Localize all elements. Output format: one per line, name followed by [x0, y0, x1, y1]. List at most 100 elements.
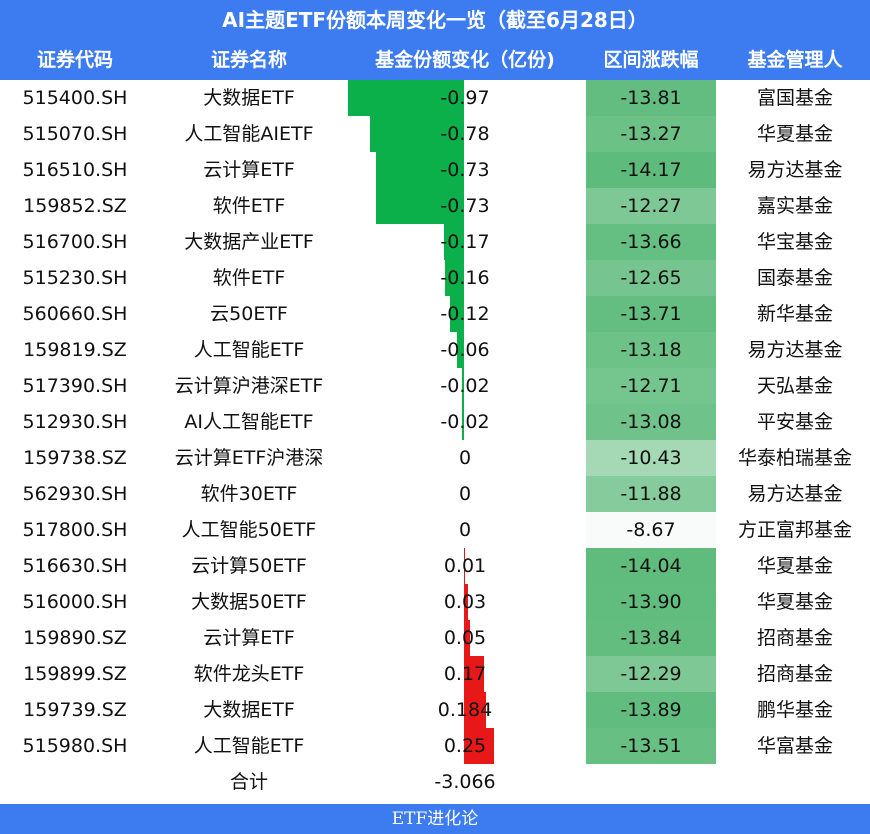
share-change-bar-negative	[461, 404, 464, 440]
security-code: 562930.SH	[22, 483, 128, 505]
period-return-heat	[586, 620, 716, 656]
period-return-value: -13.08	[620, 411, 682, 433]
security-code: 517800.SH	[22, 519, 128, 541]
period-return-value: -13.89	[620, 699, 682, 721]
security-name: 软件ETF	[212, 267, 286, 289]
table-row: 515400.SH 大数据ETF -0.97 -13.81 富国基金	[0, 80, 870, 116]
security-name: 人工智能AIETF	[184, 123, 314, 145]
security-code: 159890.SZ	[23, 627, 127, 649]
table-row: 516510.SH 云计算ETF -0.73 -14.17 易方达基金	[0, 152, 870, 188]
period-return-value: -13.81	[620, 87, 682, 109]
share-change-bar-positive	[464, 548, 466, 584]
fund-manager: 易方达基金	[747, 159, 843, 181]
security-code: 560660.SH	[22, 303, 128, 325]
security-code: 516510.SH	[22, 159, 128, 181]
period-return-heat	[586, 656, 716, 692]
security-name: 人工智能ETF	[193, 339, 305, 361]
table-row: 560660.SH 云50ETF -0.12 -13.71 新华基金	[0, 296, 870, 332]
table-row: 517800.SH 人工智能50ETF 0 -8.67 方正富邦基金	[0, 512, 870, 548]
period-return-value: -12.29	[620, 663, 682, 685]
security-name: 软件ETF	[212, 195, 286, 217]
fund-manager: 华富基金	[756, 735, 833, 757]
share-change-value: 0.17	[443, 663, 487, 685]
period-return-heat	[586, 332, 716, 368]
period-return-value: -12.65	[620, 267, 682, 289]
fund-manager: 易方达基金	[747, 483, 843, 505]
share-change-value: -0.17	[440, 231, 490, 253]
security-code: 159899.SZ	[23, 663, 127, 685]
security-code: 516700.SH	[22, 231, 128, 253]
header-name: 证券名称	[210, 49, 287, 71]
share-change-bar-positive	[464, 584, 468, 620]
table-row: 515070.SH 人工智能AIETF -0.78 -13.27 华夏基金	[0, 116, 870, 152]
share-change-value: 0.03	[443, 591, 487, 613]
fund-manager: 招商基金	[756, 663, 833, 685]
share-change-value: 0	[458, 447, 472, 469]
security-code: 159852.SZ	[23, 195, 127, 217]
security-name: 软件龙头ETF	[193, 663, 305, 685]
table-row: 516700.SH 大数据产业ETF -0.17 -13.66 华宝基金	[0, 224, 870, 260]
period-return-heat	[586, 476, 716, 512]
total-label: 合计	[229, 771, 268, 793]
share-change-bar-negative	[376, 152, 464, 188]
fund-manager: 嘉实基金	[756, 195, 833, 217]
share-change-value: -0.78	[440, 123, 490, 145]
security-code: 516000.SH	[22, 591, 128, 613]
security-code: 515980.SH	[22, 735, 128, 757]
footer-brand: ETF进化论	[0, 804, 870, 834]
share-change-bar-negative	[376, 188, 464, 224]
period-return-heat	[586, 728, 716, 764]
security-name: 大数据ETF	[203, 87, 295, 109]
period-return-value: -13.84	[620, 627, 682, 649]
period-return-value: -13.27	[620, 123, 682, 145]
fund-manager: 易方达基金	[747, 339, 843, 361]
table-row: 159819.SZ 人工智能ETF -0.06 -13.18 易方达基金	[0, 332, 870, 368]
header-period-return: 区间涨跌幅	[603, 49, 699, 71]
period-return-heat	[586, 80, 716, 116]
share-change-value: -0.73	[440, 159, 490, 181]
period-return-value: -14.17	[620, 159, 682, 181]
period-return-heat	[586, 440, 716, 476]
share-change-bar-positive	[464, 692, 487, 728]
table-row: 562930.SH 软件30ETF 0 -11.88 易方达基金	[0, 476, 870, 512]
period-return-value: -12.71	[620, 375, 682, 397]
share-change-bar-positive	[464, 656, 485, 692]
share-change-bar-negative	[444, 260, 464, 296]
period-return-heat	[586, 584, 716, 620]
security-code: 515400.SH	[22, 87, 128, 109]
period-return-heat	[586, 692, 716, 728]
table-row: 159738.SZ 云计算ETF沪港深 0 -10.43 华泰柏瑞基金	[0, 440, 870, 476]
fund-manager: 华泰柏瑞基金	[737, 447, 852, 469]
security-name: 云计算ETF	[203, 159, 295, 181]
table-row: 515230.SH 软件ETF -0.16 -12.65 国泰基金	[0, 260, 870, 296]
share-change-bar-negative	[449, 296, 464, 332]
period-return-value: -12.27	[620, 195, 682, 217]
table-row: 516630.SH 云计算50ETF 0.01 -14.04 华夏基金	[0, 548, 870, 584]
header-row: 证券代码 证券名称 基金份额变化（亿份) 区间涨跌幅 基金管理人	[0, 40, 870, 80]
share-change-bar-negative	[461, 368, 464, 404]
security-code: 512930.SH	[22, 411, 128, 433]
fund-manager: 华夏基金	[756, 591, 833, 613]
header-manager: 基金管理人	[747, 49, 843, 71]
total-row: 合计 -3.066	[0, 764, 870, 800]
fund-manager: 天弘基金	[756, 375, 833, 397]
period-return-value: -13.18	[620, 339, 682, 361]
security-name: 软件30ETF	[200, 483, 298, 505]
security-code: 515070.SH	[22, 123, 128, 145]
security-code: 515230.SH	[22, 267, 128, 289]
period-return-heat	[586, 296, 716, 332]
period-return-value: -13.66	[620, 231, 682, 253]
share-change-value: -0.16	[440, 267, 490, 289]
share-change-value: -0.12	[440, 303, 490, 325]
fund-manager: 国泰基金	[756, 267, 833, 289]
header-share-change: 基金份额变化（亿份)	[375, 49, 555, 71]
share-change-bar-negative	[443, 224, 464, 260]
share-change-value: -0.02	[440, 375, 490, 397]
share-change-value: 0.184	[437, 699, 493, 721]
share-change-value: 0.05	[443, 627, 487, 649]
security-code: 159739.SZ	[23, 699, 127, 721]
security-name: 人工智能50ETF	[181, 519, 317, 541]
share-change-value: 0	[458, 483, 472, 505]
share-change-value: -0.97	[440, 87, 490, 109]
